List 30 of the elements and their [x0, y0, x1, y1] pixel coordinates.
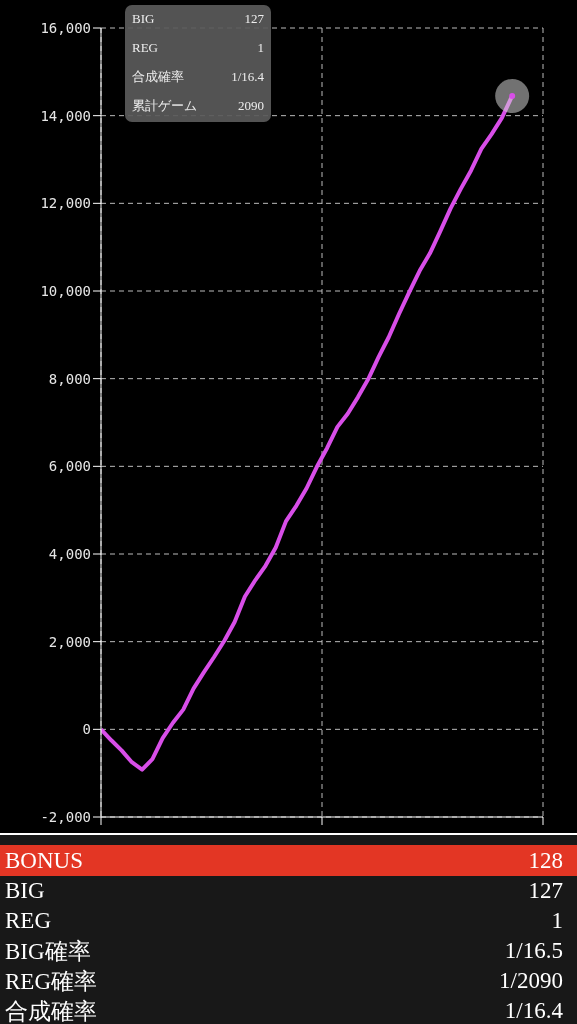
text: BIG [5, 878, 45, 904]
y-tick-label: 10,000 [40, 282, 91, 299]
annotation: 1/16.4 [231, 69, 264, 86]
y-tick-label: 16,000 [40, 19, 91, 36]
text: 合成確率 [5, 997, 97, 1024]
y-tick-label: 0 [82, 721, 91, 738]
y-tick-label: 14,000 [40, 107, 91, 124]
text: BIG [132, 11, 155, 28]
annotation: 累計ゲーム [132, 98, 197, 115]
y-tick-label: 2,000 [48, 633, 91, 650]
y-tick-label: 6,000 [48, 458, 91, 475]
text: 1/2090 [499, 968, 563, 994]
text: 127 [244, 11, 264, 28]
text: REG [5, 908, 51, 934]
annotation: 2090 [238, 98, 264, 115]
text: 1/16.5 [504, 938, 563, 964]
y-tick-label: 8,000 [48, 370, 91, 387]
annotation: 合成確率 [132, 69, 184, 86]
y-tick-label: 4,000 [48, 545, 91, 562]
text: REG確率 [5, 967, 97, 996]
y-tick-label: 12,000 [40, 195, 91, 212]
annotation: 1 [257, 40, 264, 57]
text: 127 [528, 878, 563, 904]
text: 1/16.4 [504, 998, 563, 1024]
text: BIG確率 [5, 937, 91, 966]
text: BONUS [5, 847, 83, 874]
annotation: REG [132, 40, 158, 57]
text: 128 [528, 847, 563, 874]
y-tick-label: -2,000 [40, 808, 91, 825]
text: 1 [551, 908, 563, 934]
